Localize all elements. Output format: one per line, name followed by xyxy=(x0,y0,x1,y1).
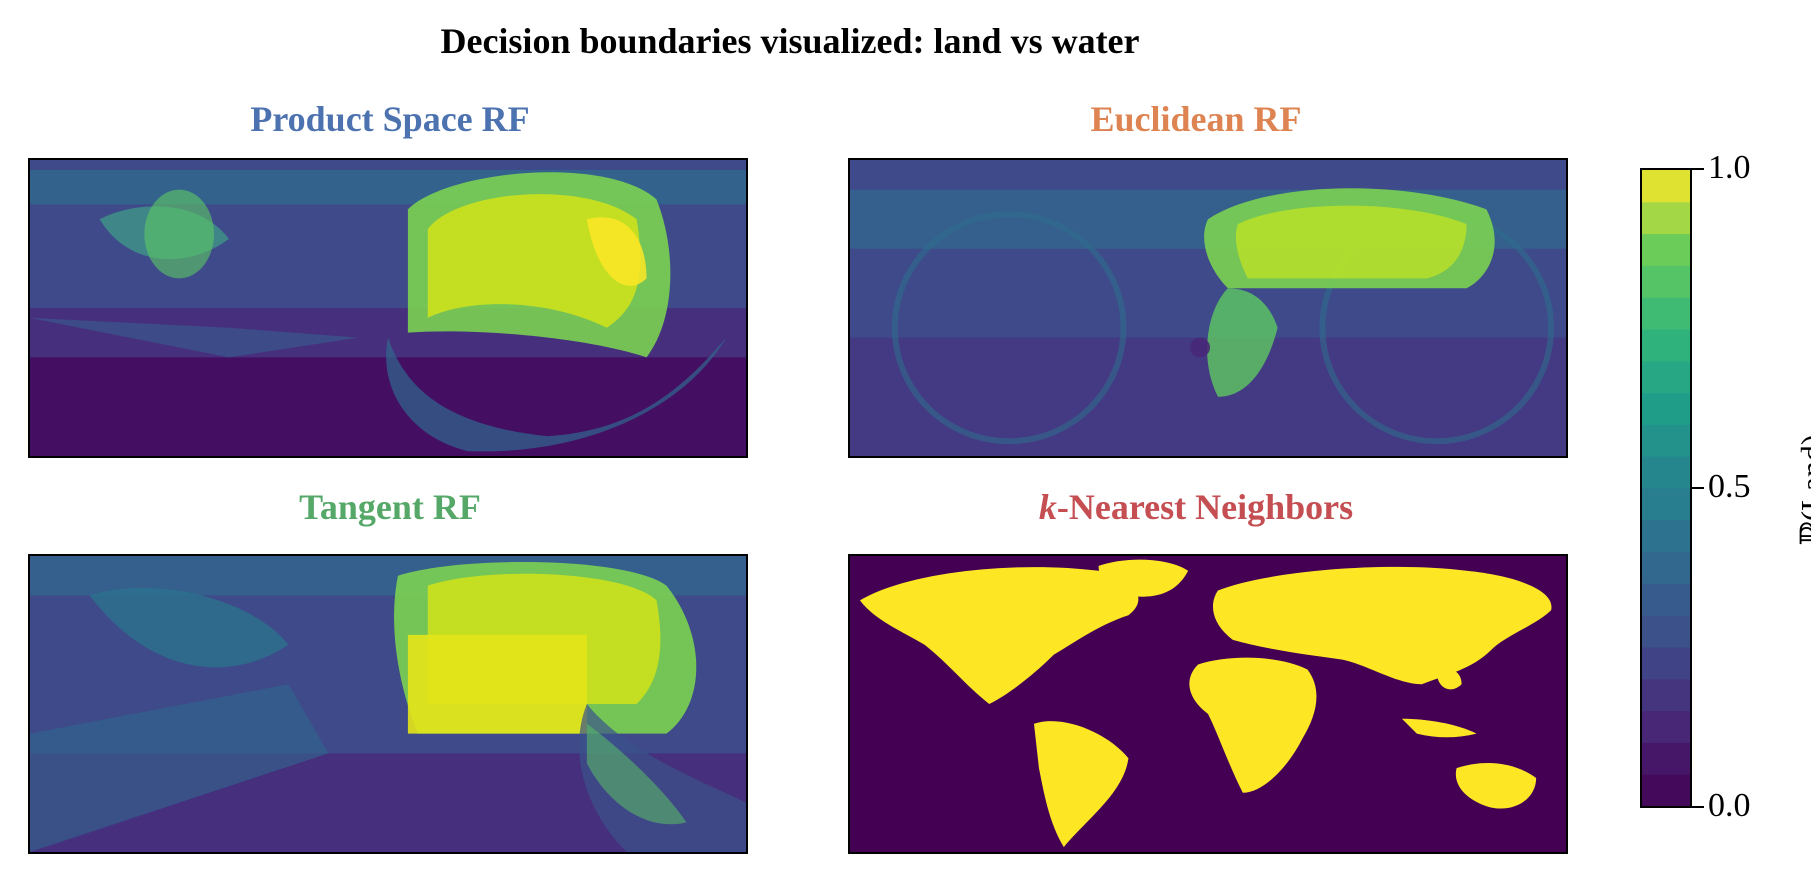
colorbar-level-11 xyxy=(1642,424,1690,457)
colorbar-tick-label-bottom: 0.0 xyxy=(1708,787,1751,824)
colorbar-level-8 xyxy=(1642,519,1690,553)
colorbar-tick-label-mid: 0.5 xyxy=(1708,468,1751,505)
colorbar-level-5 xyxy=(1642,615,1690,648)
colorbar-tick-0-5 xyxy=(1692,487,1704,489)
colorbar-level-16 xyxy=(1642,265,1690,298)
knn-title-rest: -Nearest Neighbors xyxy=(1056,487,1354,527)
panel-knn xyxy=(848,554,1568,854)
colorbar-level-18 xyxy=(1642,201,1690,235)
colorbar-title-symbol: ℙ xyxy=(1793,522,1811,546)
colorbar-level-15 xyxy=(1642,297,1690,330)
panel-title-euclidean-rf: Euclidean RF xyxy=(1090,99,1302,139)
panel-title-tangent-rf: Tangent RF xyxy=(299,487,481,527)
colorbar-level-3 xyxy=(1642,678,1690,712)
colorbar-level-7 xyxy=(1642,551,1690,584)
colorbar-level-19 xyxy=(1642,170,1690,203)
colorbar-level-2 xyxy=(1642,710,1690,743)
colorbar xyxy=(1640,168,1692,808)
colorbar-level-9 xyxy=(1642,488,1690,521)
knn-heatmap xyxy=(850,556,1566,852)
colorbar-level-6 xyxy=(1642,583,1690,616)
tangent-rf-heatmap xyxy=(30,556,746,852)
colorbar-level-14 xyxy=(1642,329,1690,362)
colorbar-tick-label-top: 1.0 xyxy=(1708,149,1751,186)
colorbar-level-10 xyxy=(1642,456,1690,489)
colorbar-level-1 xyxy=(1642,742,1690,775)
product-space-rf-heatmap xyxy=(30,160,746,456)
panel-tangent-rf xyxy=(28,554,748,854)
figure-title: Decision boundaries visualized: land vs … xyxy=(440,21,1140,61)
colorbar-tick-0 xyxy=(1692,806,1704,808)
colorbar-gradient xyxy=(1642,170,1690,806)
panel-title-knn: k-Nearest Neighbors xyxy=(836,486,1556,528)
knn-title-k: k xyxy=(1038,487,1057,527)
panel-product-space-rf xyxy=(28,158,748,458)
colorbar-level-13 xyxy=(1642,360,1690,394)
colorbar-tick-1 xyxy=(1692,168,1704,170)
colorbar-title-text: (Land) xyxy=(1794,434,1811,522)
colorbar-level-12 xyxy=(1642,392,1690,425)
colorbar-level-17 xyxy=(1642,233,1690,266)
panel-title-product-space-rf: Product Space RF xyxy=(250,99,530,139)
colorbar-level-4 xyxy=(1642,647,1690,680)
panel-euclidean-rf xyxy=(848,158,1568,458)
colorbar-title: ℙ(Land) xyxy=(1793,434,1811,545)
euclidean-rf-heatmap xyxy=(850,160,1566,456)
colorbar-level-0 xyxy=(1642,774,1690,806)
